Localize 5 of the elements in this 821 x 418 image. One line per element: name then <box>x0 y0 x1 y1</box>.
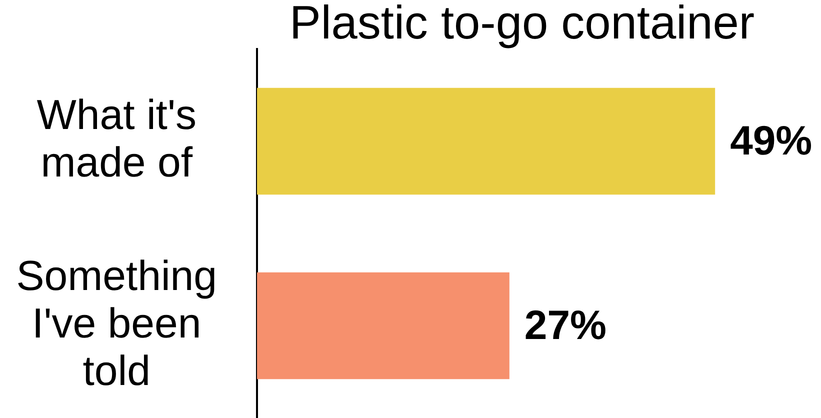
data-label: 27% <box>524 302 606 348</box>
y-tick-label: What it's made of <box>36 91 196 186</box>
data-label: 49% <box>730 118 812 164</box>
chart-title: Plastic to-go container <box>289 0 755 48</box>
y-tick-label: Something I've been told <box>16 252 217 394</box>
